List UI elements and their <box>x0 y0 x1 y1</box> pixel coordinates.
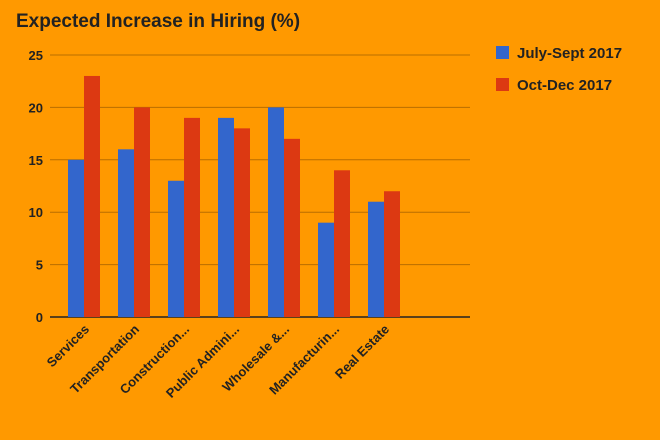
chart-title: Expected Increase in Hiring (%) <box>16 11 300 32</box>
bar-july-sept[interactable] <box>368 201 384 317</box>
bar-oct-dec[interactable] <box>284 138 300 317</box>
bar-oct-dec[interactable] <box>134 107 150 318</box>
bar-july-sept[interactable] <box>318 222 334 317</box>
x-tick-label: Services <box>44 322 92 370</box>
legend-swatch <box>496 78 509 91</box>
x-tick-label: Real Estate <box>332 322 392 382</box>
bar-july-sept[interactable] <box>268 107 284 318</box>
bar-july-sept[interactable] <box>218 117 234 317</box>
y-tick-label: 5 <box>36 258 43 273</box>
bar-oct-dec[interactable] <box>84 75 100 318</box>
y-tick-label: 20 <box>29 100 43 115</box>
y-tick-label: 10 <box>29 205 43 220</box>
bar-july-sept[interactable] <box>68 159 84 317</box>
legend-label: July-Sept 2017 <box>517 45 622 62</box>
y-tick-label: 15 <box>29 153 43 168</box>
bar-oct-dec[interactable] <box>384 191 400 317</box>
y-tick-label: 0 <box>36 310 43 325</box>
bar-oct-dec[interactable] <box>234 128 250 317</box>
bar-oct-dec[interactable] <box>334 170 350 317</box>
legend-label: Oct-Dec 2017 <box>517 77 612 94</box>
bar-july-sept[interactable] <box>168 180 184 317</box>
y-tick-label: 25 <box>29 48 43 63</box>
legend-swatch <box>496 46 509 59</box>
bar-july-sept[interactable] <box>118 149 134 317</box>
bar-oct-dec[interactable] <box>184 117 200 317</box>
